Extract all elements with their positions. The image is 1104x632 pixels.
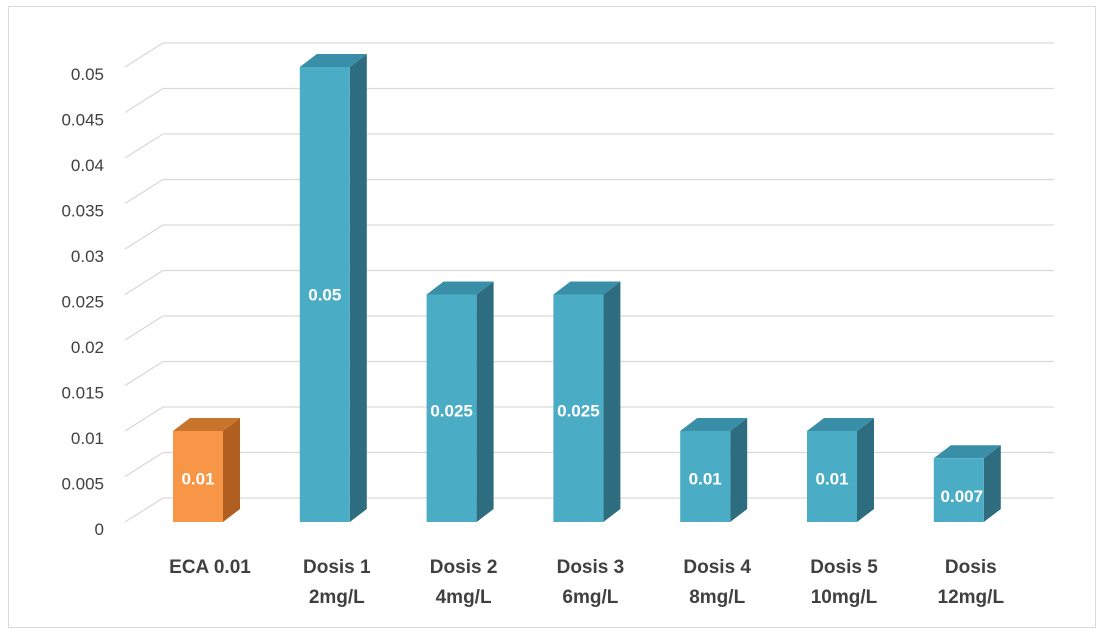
gridline bbox=[124, 133, 1054, 159]
bar-side bbox=[857, 418, 874, 522]
y-tick-label: 0.05 bbox=[71, 65, 104, 84]
bar-side bbox=[983, 445, 1001, 522]
y-tick-label: 0.03 bbox=[71, 247, 104, 266]
bar-front bbox=[299, 67, 350, 522]
gridline bbox=[124, 406, 1054, 432]
gridline bbox=[124, 224, 1054, 250]
bar: 0.01 bbox=[680, 418, 748, 522]
data-label: 0.01 bbox=[815, 470, 848, 489]
bar-front bbox=[426, 294, 477, 522]
data-label: 0.05 bbox=[308, 286, 341, 305]
bar: 0.025 bbox=[426, 281, 494, 522]
bar: 0.01 bbox=[807, 418, 874, 522]
bar-side bbox=[730, 418, 748, 522]
bar-top bbox=[807, 418, 874, 431]
gridline bbox=[124, 178, 1054, 205]
bar-front bbox=[680, 431, 731, 522]
bars: 0.01 0.05 0.025 0.025 0.01 0.01 0.007 bbox=[173, 54, 1001, 522]
chart-area bbox=[8, 6, 1096, 628]
data-label: 0.007 bbox=[941, 487, 984, 506]
x-tick-label: ECA 0.01 bbox=[169, 557, 251, 578]
gridlines bbox=[124, 42, 1054, 523]
y-tick-label: 0.04 bbox=[71, 156, 104, 175]
y-axis-tick-labels: 0 0.005 0.01 0.015 0.02 0.025 0.03 0.035 0.04 0.0… bbox=[61, 65, 104, 539]
x-tick-label: 12mg/L bbox=[938, 587, 1005, 608]
gridline bbox=[124, 360, 1054, 387]
gridline bbox=[124, 315, 1054, 341]
x-tick-label: Dosis bbox=[945, 557, 997, 578]
bar-front bbox=[807, 431, 857, 522]
bar-top bbox=[680, 418, 748, 431]
data-label: 0.025 bbox=[557, 401, 600, 420]
y-tick-label: 0.01 bbox=[71, 429, 104, 448]
y-tick-label: 0.005 bbox=[61, 475, 104, 494]
x-tick-label: Dosis 4 bbox=[683, 557, 751, 578]
bar: 0.007 bbox=[933, 445, 1001, 522]
x-tick-label: 4mg/L bbox=[436, 587, 492, 608]
x-tick-label: 6mg/L bbox=[562, 587, 618, 608]
y-tick-label: 0.045 bbox=[61, 111, 104, 130]
gridline bbox=[124, 497, 1054, 523]
data-label: 0.01 bbox=[689, 470, 722, 489]
bar-side bbox=[349, 54, 367, 522]
bar-side bbox=[476, 281, 494, 522]
y-tick-label: 0.025 bbox=[61, 293, 104, 312]
x-tick-label: Dosis 5 bbox=[810, 557, 878, 578]
bar-top bbox=[933, 445, 1001, 459]
x-tick-label: 10mg/L bbox=[811, 587, 878, 608]
bar: 0.01 bbox=[173, 418, 240, 522]
bar-top bbox=[553, 281, 621, 295]
y-tick-label: 0 bbox=[95, 520, 104, 539]
gridline bbox=[124, 269, 1054, 296]
x-tick-label: 8mg/L bbox=[689, 587, 745, 608]
bar-side bbox=[223, 418, 240, 522]
x-tick-label: 2mg/L bbox=[309, 587, 365, 608]
y-tick-label: 0.035 bbox=[61, 202, 104, 221]
gridline bbox=[124, 451, 1054, 478]
bar-side bbox=[603, 281, 621, 522]
x-tick-label: Dosis 3 bbox=[557, 557, 625, 578]
bar-front bbox=[553, 294, 604, 522]
bar: 0.025 bbox=[553, 281, 621, 522]
gridline bbox=[124, 87, 1054, 114]
bar-top bbox=[426, 281, 494, 295]
y-tick-label: 0.02 bbox=[71, 338, 104, 357]
data-label: 0.025 bbox=[430, 401, 473, 420]
x-tick-label: Dosis 1 bbox=[303, 557, 371, 578]
bar-front bbox=[933, 458, 984, 522]
data-label: 0.01 bbox=[181, 470, 214, 489]
bar-top bbox=[173, 418, 240, 431]
bar-front bbox=[173, 431, 223, 522]
y-tick-label: 0.015 bbox=[61, 384, 104, 403]
gridline bbox=[124, 42, 1054, 68]
bar-top bbox=[299, 54, 367, 67]
bar: 0.05 bbox=[299, 54, 367, 522]
x-tick-label: Dosis 2 bbox=[430, 557, 498, 578]
